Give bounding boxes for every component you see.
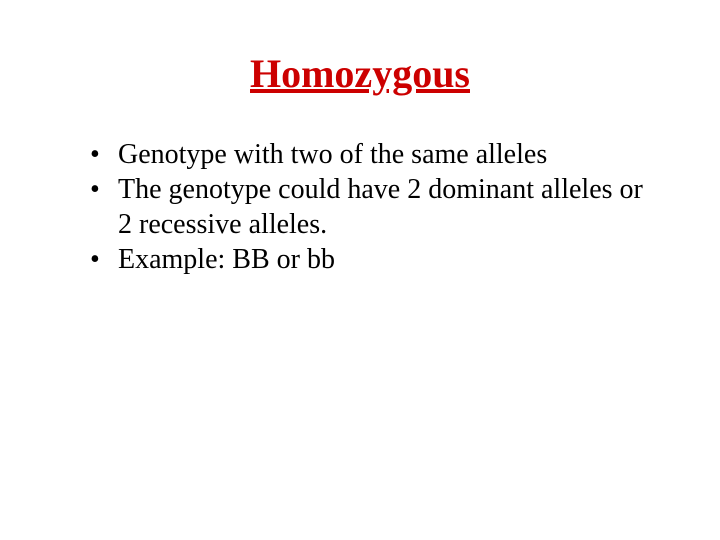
slide-container: Homozygous Genotype with two of the same… — [0, 0, 720, 540]
bullet-text: Example: BB or bb — [118, 244, 335, 275]
bullet-list: Genotype with two of the same alleles Th… — [60, 137, 660, 277]
bullet-item: The genotype could have 2 dominant allel… — [90, 172, 660, 242]
bullet-text: The genotype could have 2 dominant allel… — [118, 174, 643, 240]
bullet-item: Genotype with two of the same alleles — [90, 137, 660, 172]
bullet-item: Example: BB or bb — [90, 242, 660, 277]
slide-title: Homozygous — [60, 50, 660, 97]
bullet-text: Genotype with two of the same alleles — [118, 139, 547, 170]
